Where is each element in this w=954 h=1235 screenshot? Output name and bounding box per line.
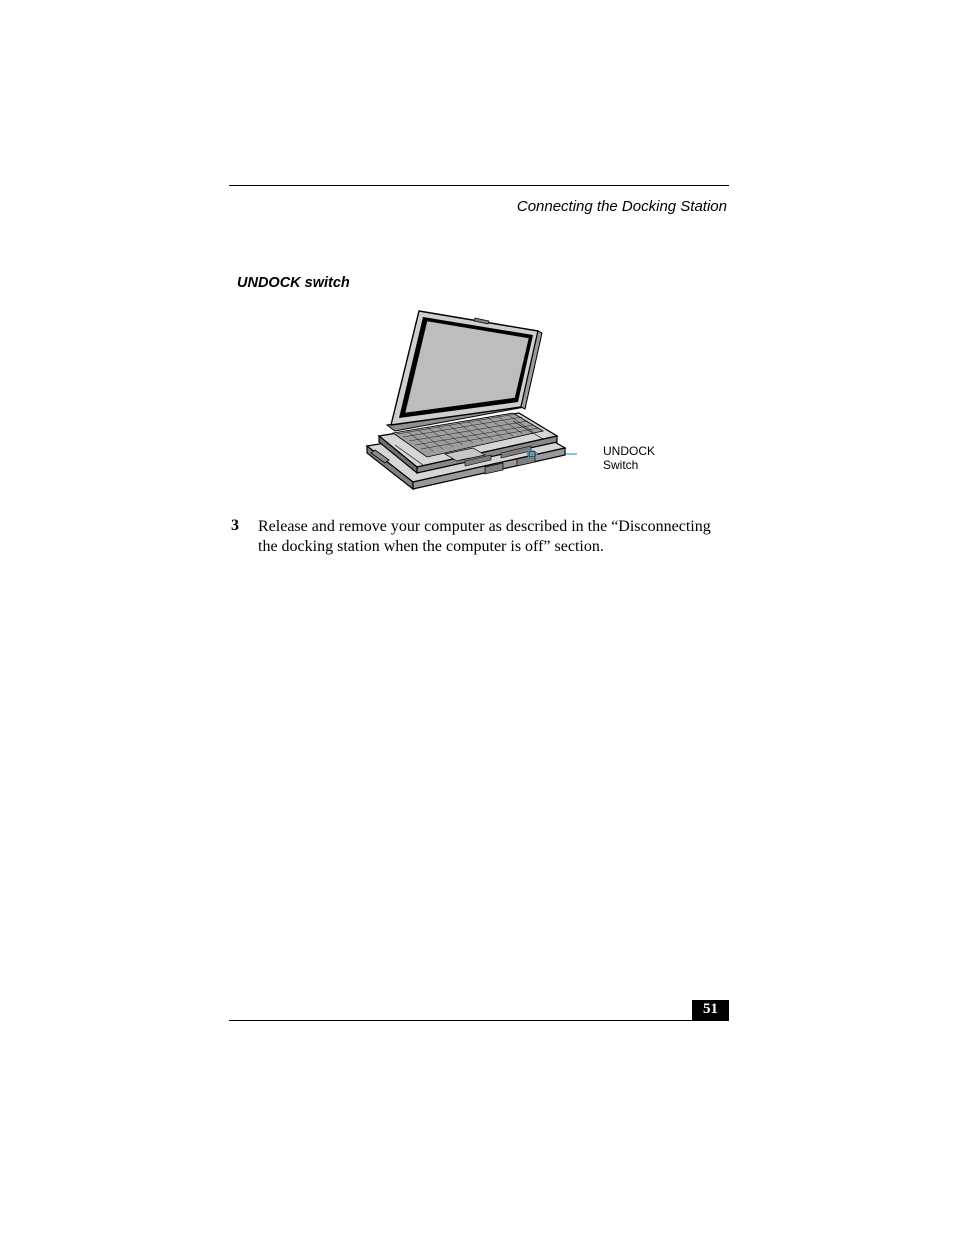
callout-label-line2: Switch bbox=[603, 459, 638, 473]
step-text: Release and remove your computer as desc… bbox=[255, 517, 729, 557]
page-footer: 51 bbox=[229, 1020, 729, 1021]
instruction-step: 3 Release and remove your computer as de… bbox=[231, 517, 729, 557]
figure-caption: UNDOCK switch bbox=[237, 275, 729, 291]
header-rule bbox=[229, 185, 729, 186]
figure: UNDOCK Switch bbox=[229, 303, 729, 491]
section-header: Connecting the Docking Station bbox=[229, 198, 727, 215]
laptop-illustration bbox=[357, 303, 577, 491]
page-number-badge: 51 bbox=[692, 1000, 729, 1020]
step-number: 3 bbox=[231, 517, 255, 557]
footer-rule bbox=[229, 1020, 729, 1021]
callout-label-line1: UNDOCK bbox=[603, 445, 655, 459]
